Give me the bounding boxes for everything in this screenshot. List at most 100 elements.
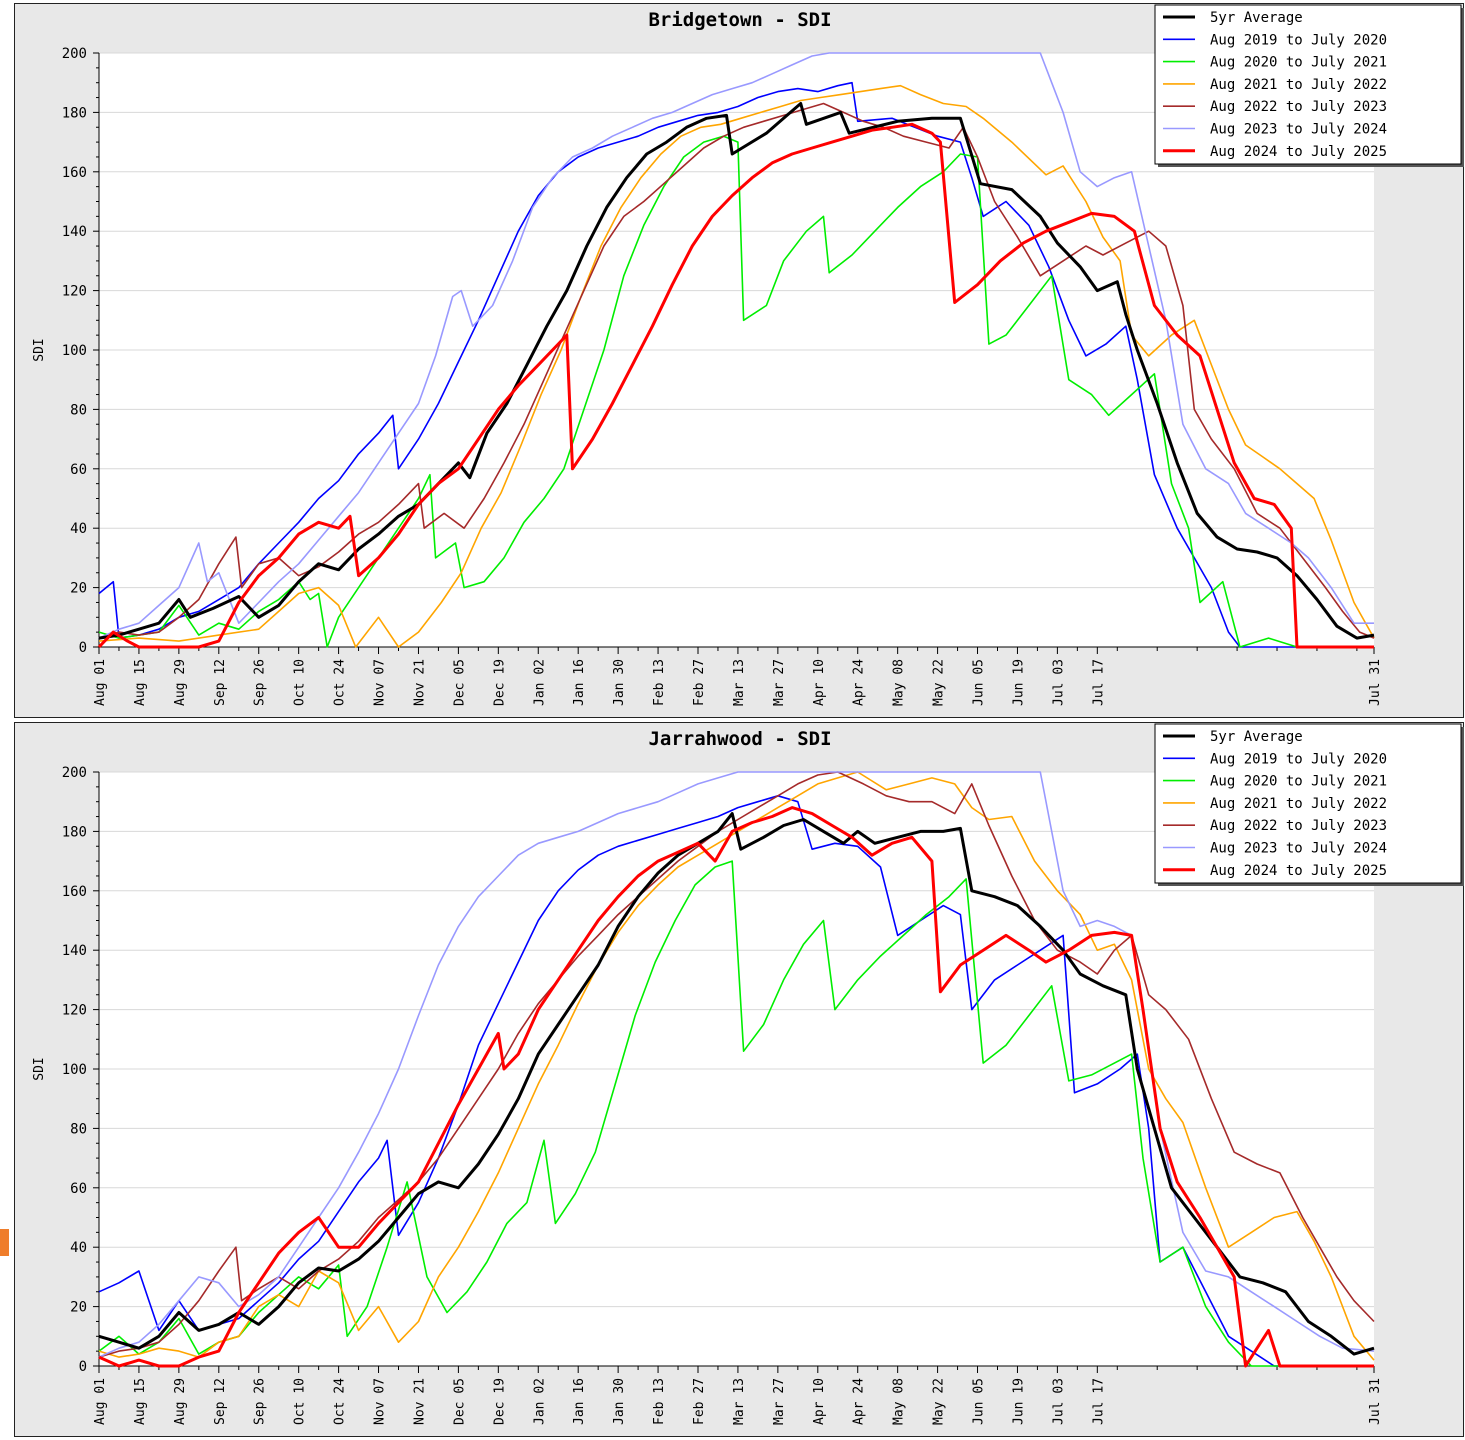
x-tick-label: Aug 29 — [173, 659, 188, 706]
x-tick-label: Jul 31 — [1368, 659, 1383, 706]
y-tick-label: 120 — [62, 1003, 87, 1019]
x-tick-label: Sep 12 — [213, 659, 228, 706]
y-tick-label: 100 — [62, 1062, 87, 1078]
series-lines — [98, 771, 1375, 1368]
y-tick-label: 20 — [70, 1300, 87, 1316]
y-tick-label: 0 — [79, 640, 87, 656]
legend: 5yr Average Aug 2019 to July 2020 Aug 2020… — [1154, 723, 1464, 886]
legend-label: Aug 2019 to July 2020 — [1210, 751, 1387, 767]
x-tick-label: Nov 21 — [412, 1378, 427, 1425]
x-tick-label: Mar 27 — [772, 659, 787, 706]
legend-label: Aug 2022 to July 2023 — [1210, 99, 1387, 115]
legend-label: Aug 2023 to July 2024 — [1210, 122, 1387, 138]
y-tick-label: 140 — [62, 943, 87, 959]
x-tick-label: Apr 10 — [812, 1378, 827, 1425]
x-tick-label: Aug 29 — [173, 1378, 188, 1425]
x-tick-label: Aug 01 — [93, 659, 108, 706]
x-tick-label: Jan 16 — [572, 1378, 587, 1425]
series-line-5 — [98, 771, 1375, 1358]
x-tick-label: Jun 05 — [972, 659, 987, 706]
x-tick-label: Oct 10 — [293, 659, 308, 706]
x-tick-label: Oct 10 — [293, 1378, 308, 1425]
bridgetown-sdi-chart: Bridgetown - SDI 0 20 40 60 80 100 120 140 160 180… — [32, 4, 1464, 706]
series-line-6 — [98, 806, 1374, 1368]
x-tick-label: May 08 — [892, 659, 907, 706]
legend-label: Aug 2019 to July 2020 — [1210, 32, 1387, 48]
x-tick-label: Feb 13 — [652, 659, 667, 706]
x-tick-label: Jul 03 — [1051, 1378, 1066, 1425]
x-tick-label: Apr 24 — [852, 659, 867, 706]
x-tick-label: Oct 24 — [333, 659, 348, 706]
legend-label: Aug 2021 to July 2022 — [1210, 796, 1387, 812]
x-tick-label: Mar 13 — [732, 659, 747, 706]
x-tick-label: May 22 — [932, 659, 947, 706]
legend-label: Aug 2022 to July 2023 — [1210, 818, 1387, 834]
y-tick-label: 200 — [62, 765, 87, 781]
x-tick-label: May 08 — [892, 1378, 907, 1425]
x-tick-label: Oct 24 — [333, 1378, 348, 1425]
side-marker — [0, 1229, 9, 1256]
y-tick-label: 0 — [79, 1359, 87, 1375]
x-tick-label: Jul 31 — [1368, 1378, 1383, 1425]
y-tick-label: 160 — [62, 165, 87, 181]
y-axis-label: SDI — [32, 338, 47, 361]
x-tick-label: Jan 02 — [532, 659, 547, 706]
series-line-0 — [98, 812, 1375, 1356]
y-axis-label: SDI — [32, 1057, 47, 1080]
x-tick-label: Mar 27 — [772, 1378, 787, 1425]
y-tick-label: 40 — [70, 1240, 87, 1256]
series-line-3 — [98, 84, 1375, 648]
x-tick-label: Jan 30 — [612, 659, 627, 706]
x-tick-label: Nov 21 — [412, 659, 427, 706]
series-line-2 — [98, 135, 1374, 648]
x-tick-label: Jul 17 — [1091, 659, 1106, 706]
legend-label: 5yr Average — [1210, 10, 1303, 26]
series-line-1 — [98, 795, 1374, 1367]
bridgetown-chart-panel: Bridgetown - SDI 0 20 40 60 80 100 120 140 160 180… — [14, 3, 1464, 718]
x-tick-label: May 22 — [932, 1378, 947, 1425]
x-tick-label: Jun 05 — [972, 1378, 987, 1425]
y-tick-label: 40 — [70, 521, 87, 537]
legend-label: Aug 2024 to July 2025 — [1210, 144, 1387, 160]
x-tick-label: Sep 12 — [213, 1378, 228, 1425]
legend-label: Aug 2021 to July 2022 — [1210, 77, 1387, 93]
x-tick-label: Sep 26 — [253, 659, 268, 706]
y-tick-label: 20 — [70, 581, 87, 597]
y-tick-label: 200 — [62, 46, 87, 62]
series-line-5 — [98, 52, 1374, 639]
x-tick-label: Aug 15 — [133, 659, 148, 706]
x-tick-label: Dec 05 — [452, 659, 467, 706]
series-line-1 — [98, 81, 1374, 648]
legend-box — [1154, 4, 1462, 165]
jarrahwood-sdi-chart: Jarrahwood - SDI 0 20 40 60 80 100 120 140 160 180… — [32, 723, 1464, 1425]
y-tick-label: 180 — [62, 824, 87, 840]
x-tick-label: Jun 19 — [1011, 659, 1026, 706]
x-tick-label: Nov 07 — [373, 1378, 388, 1425]
legend-label: Aug 2020 to July 2021 — [1210, 774, 1387, 790]
series-line-6 — [97, 122, 1374, 649]
y-tick-label: 80 — [70, 402, 87, 418]
legend-label: Aug 2024 to July 2025 — [1210, 863, 1387, 879]
legend: 5yr Average Aug 2019 to July 2020 Aug 2020… — [1154, 4, 1464, 167]
x-tick-label: Jan 16 — [572, 659, 587, 706]
chart-title: Jarrahwood - SDI — [648, 728, 831, 750]
x-tick-label: Nov 07 — [373, 659, 388, 706]
x-tick-label: Jul 17 — [1091, 1378, 1106, 1425]
x-tick-label: Dec 19 — [492, 659, 507, 706]
x-tick-label: Feb 27 — [692, 659, 707, 706]
x-tick-label: Apr 10 — [812, 659, 827, 706]
x-tick-label: Aug 01 — [93, 1378, 108, 1425]
x-tick-label: Sep 26 — [253, 1378, 268, 1425]
y-tick-label: 180 — [62, 105, 87, 121]
x-tick-label: Dec 19 — [492, 1378, 507, 1425]
y-tick-label: 60 — [70, 1181, 87, 1197]
series-lines — [97, 52, 1375, 649]
series-line-0 — [98, 102, 1375, 640]
legend-label: Aug 2023 to July 2024 — [1210, 841, 1387, 857]
x-tick-label: Feb 13 — [652, 1378, 667, 1425]
x-tick-label: Jun 19 — [1011, 1378, 1026, 1425]
x-tick-label: Jul 03 — [1051, 659, 1066, 706]
series-line-2 — [98, 860, 1374, 1367]
x-tick-label: Mar 13 — [732, 1378, 747, 1425]
x-tick-label: Dec 05 — [452, 1378, 467, 1425]
